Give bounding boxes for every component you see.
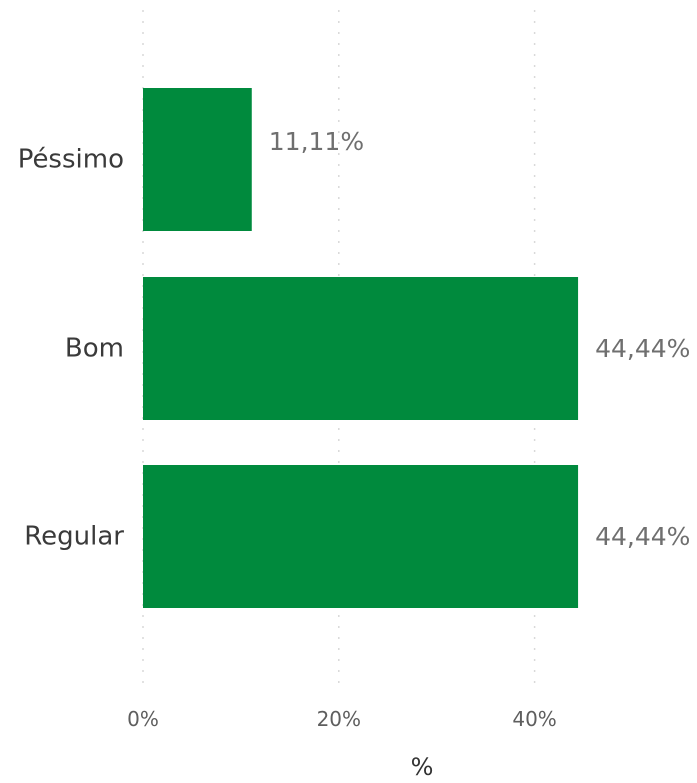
x-tick-label: 40% bbox=[512, 707, 556, 731]
x-axis-title: % bbox=[411, 753, 434, 781]
data-label: 44,44% bbox=[595, 522, 690, 551]
data-label: 44,44% bbox=[595, 334, 690, 363]
x-tick-label: 0% bbox=[127, 707, 159, 731]
x-axis: 0% 20% 40% bbox=[127, 707, 557, 731]
bar-0[interactable] bbox=[143, 88, 252, 231]
bars bbox=[143, 88, 579, 608]
category-label: Péssimo bbox=[18, 145, 124, 175]
bar-1[interactable] bbox=[143, 277, 579, 420]
x-tick-label: 20% bbox=[317, 707, 361, 731]
category-label: Regular bbox=[24, 522, 124, 552]
labels: Péssimo 11,11% Bom 44,44% Regular 44,44% bbox=[18, 127, 691, 552]
bar-2[interactable] bbox=[143, 465, 579, 608]
category-label: Bom bbox=[65, 334, 124, 364]
data-label: 11,11% bbox=[269, 127, 364, 156]
